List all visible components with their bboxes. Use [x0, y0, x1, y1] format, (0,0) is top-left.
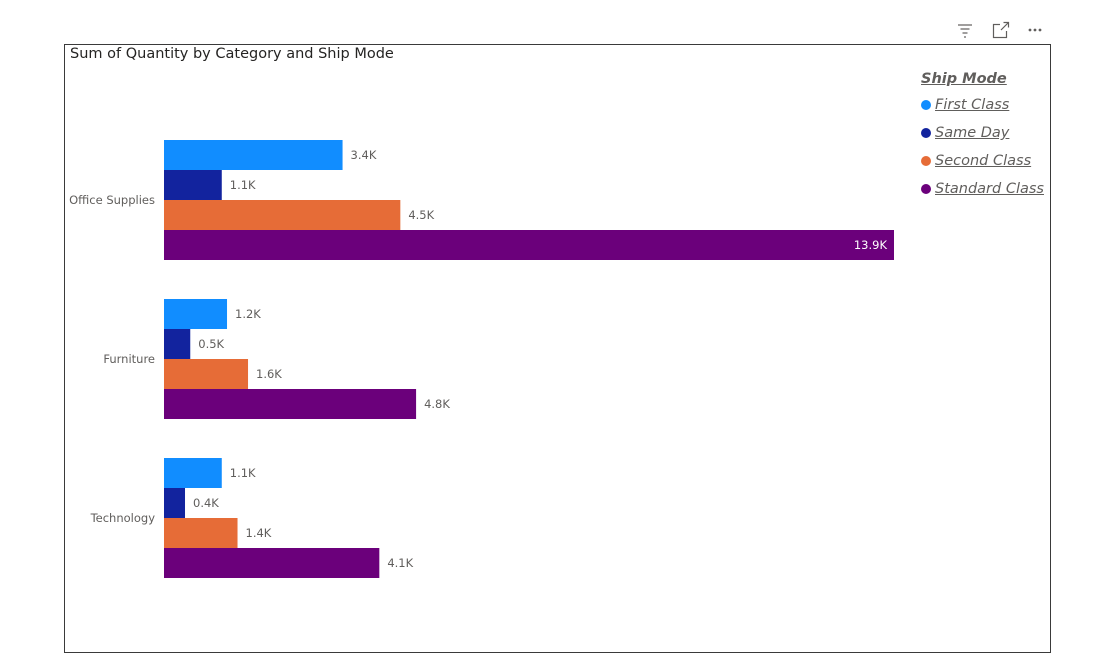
bar[interactable] — [164, 458, 222, 488]
data-label: 4.8K — [424, 397, 450, 411]
bar[interactable] — [164, 299, 228, 329]
category-label: Furniture — [103, 352, 155, 366]
data-label: 4.5K — [408, 208, 434, 222]
bar[interactable] — [164, 488, 186, 518]
legend-title: Ship Mode — [921, 71, 1007, 87]
bar[interactable] — [164, 548, 380, 578]
data-label: 13.9K — [854, 238, 888, 252]
filter-icon[interactable] — [954, 19, 976, 41]
data-label: 1.1K — [230, 466, 256, 480]
legend-item[interactable]: Same Day — [921, 119, 1044, 147]
bar[interactable] — [164, 170, 222, 200]
legend-item[interactable]: First Class — [921, 91, 1044, 119]
chart-visual[interactable]: Sum of Quantity by Category and Ship Mod… — [64, 44, 1051, 653]
bar[interactable] — [164, 389, 417, 419]
more-options-icon[interactable] — [1024, 19, 1046, 41]
legend-label: Same Day — [935, 125, 1010, 141]
legend-label: Standard Class — [935, 181, 1044, 197]
legend-marker — [921, 184, 931, 194]
legend-marker — [921, 156, 931, 166]
data-label: 1.4K — [246, 526, 272, 540]
bar[interactable] — [164, 359, 249, 389]
bar-chart-plot: Office Supplies 3.4K 1.1K 4.5K 13.9K Furnitur… — [69, 140, 894, 578]
bar[interactable] — [164, 329, 191, 359]
bar[interactable] — [164, 518, 238, 548]
data-label: 1.1K — [230, 178, 256, 192]
data-label: 3.4K — [351, 148, 377, 162]
bar[interactable] — [164, 230, 894, 260]
data-label: 4.1K — [387, 556, 413, 570]
legend-marker — [921, 100, 931, 110]
legend-item[interactable]: Standard Class — [921, 175, 1044, 203]
legend-marker — [921, 128, 931, 138]
data-label: 1.2K — [235, 307, 261, 321]
legend-items: First Class Same Day Second Class Standard … — [921, 91, 1044, 203]
data-label: 0.4K — [193, 496, 219, 510]
legend-label: First Class — [935, 97, 1010, 113]
data-label: 1.6K — [256, 367, 282, 381]
category-label: Technology — [90, 511, 156, 525]
visual-header-toolbar — [954, 19, 1044, 41]
bar[interactable] — [164, 140, 343, 170]
legend-item[interactable]: Second Class — [921, 147, 1044, 175]
chart-title: Sum of Quantity by Category and Ship Mod… — [70, 46, 394, 62]
legend-label: Second Class — [935, 153, 1032, 169]
bar[interactable] — [164, 200, 401, 230]
legend: Ship Mode First Class Same Day Second Clas… — [921, 71, 1044, 203]
category-label: Office Supplies — [69, 193, 155, 207]
focus-mode-icon[interactable] — [990, 19, 1012, 41]
data-label: 0.5K — [198, 337, 224, 351]
